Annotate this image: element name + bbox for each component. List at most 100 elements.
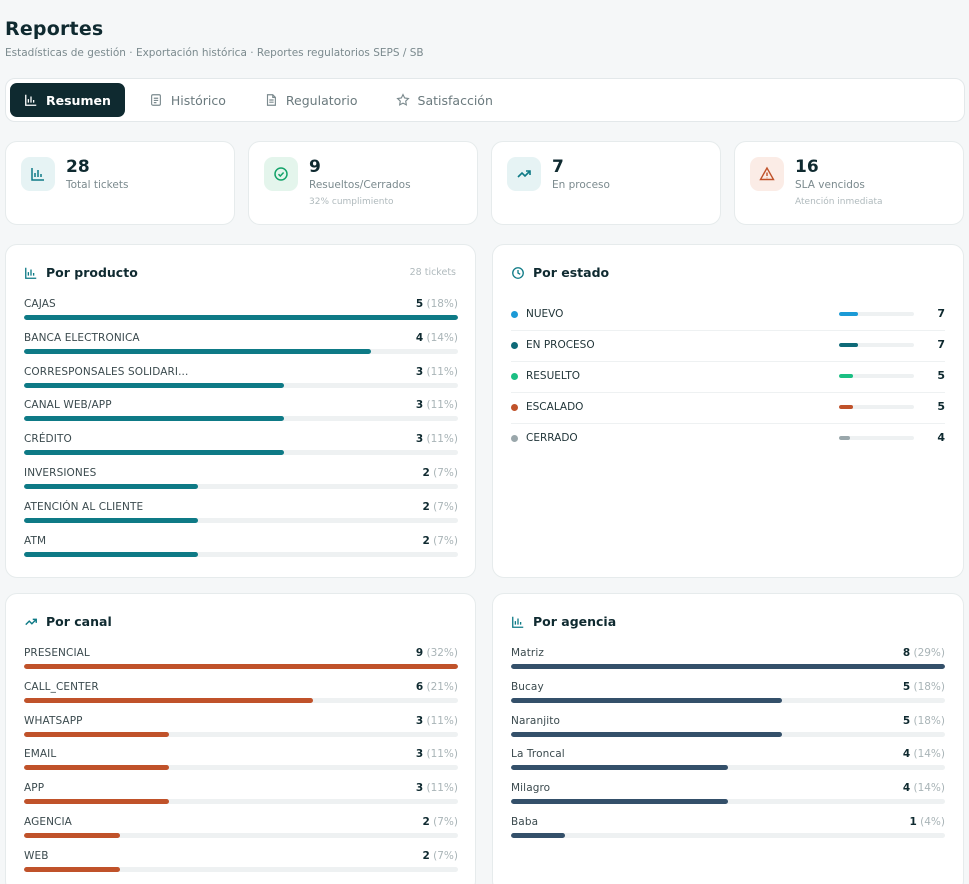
tab-label: Resumen [46,92,111,108]
bar-row: ATENCIÓN AL CLIENTE 2 (7%) [24,501,458,535]
stat-label: SLA vencidos [795,179,865,191]
bar-fill [24,348,372,354]
bar-track [24,517,458,523]
panel-title: Por canal [46,614,112,629]
tab-label: Histórico [170,92,226,108]
bar-percent: (14%) [426,331,458,344]
bar-track [24,483,458,489]
bar-label: EMAIL [24,748,57,761]
bar-count: 1 [909,815,917,828]
bar-percent: (7%) [433,466,458,479]
bar-row: CALL_CENTER 6 (21%) [24,681,458,715]
bar-fill [24,450,285,456]
bar-value: 4 (14%) [416,332,458,344]
bar-value: 3 (11%) [416,748,458,760]
bar-percent: (18%) [426,298,458,310]
bar-row: AGENCIA 2 (7%) [24,816,458,850]
trending-up-icon [517,170,531,178]
report-tabs: Resumen Histórico Regulatorio Satisfacci… [5,78,965,122]
status-count: 7 [937,307,945,320]
bar-track [511,765,945,771]
stat-label: En proceso [552,179,610,191]
bar-row: CORRESPONSALES SOLIDARI... 3 (11%) [24,366,458,400]
bar-value: 5 (18%) [903,681,945,693]
status-count: 5 [937,400,945,413]
bar-value: 3 (11%) [416,366,458,378]
bar-track [24,866,458,872]
status-fill [839,312,858,316]
status-fill [839,436,850,440]
bar-value: 4 (14%) [903,748,945,760]
bar-value: 3 (11%) [416,399,458,411]
panel-por-producto: Por producto 28 tickets CAJAS 5 (18%) BANC… [5,244,476,578]
page-subtitle: Estadísticas de gestión · Exportación hi… [5,47,424,59]
bar-row: BANCA ELECTRONICA 4 (14%) [24,332,458,366]
bar-fill [24,832,121,838]
bar-value: 1 (4%) [909,816,945,828]
bar-percent: (32%) [426,647,458,659]
bar-track [24,551,458,557]
tab-label: Satisfacción [417,92,493,108]
bar-fill [24,664,458,669]
status-dot [511,435,518,442]
bar-value: 2 (7%) [422,501,458,513]
bar-fill [24,799,169,805]
bar-track [511,697,945,703]
bar-track [24,799,458,805]
bar-percent: (7%) [433,849,458,862]
status-label: ESCALADO [526,401,584,413]
tab-label: Regulatorio [285,92,358,108]
bar-value: 9 (32%) [416,647,458,659]
bar-fill [24,416,285,422]
bar-percent: (7%) [433,500,458,513]
stat-label: Resueltos/Cerrados [309,179,411,191]
panel-por-estado: Por estado NUEVO 7 EN PROCESO 7 RESUELTO 5 ESC… [492,244,964,578]
bar-track [24,731,458,737]
bar-fill [24,483,198,489]
bar-label: CRÉDITO [24,433,72,446]
panel-header: Por canal [24,614,112,629]
bar-value: 3 (11%) [416,782,458,794]
bar-count: 3 [415,399,424,412]
bar-fill [511,697,783,703]
bar-fill [24,315,458,320]
bar-row: Matriz 8 (29%) [511,647,945,681]
panel-header: Por estado [511,265,609,280]
bar-value: 4 (14%) [903,782,945,794]
tab-resumen[interactable]: Resumen [10,83,125,117]
bar-count: 3 [415,714,424,727]
bar-percent: (14%) [913,748,945,761]
status-track [839,312,914,316]
stat-card-resueltos: 9 Resueltos/Cerrados 32% cumplimiento [248,141,478,225]
bar-track [511,832,945,838]
tab-regulatorio[interactable]: Regulatorio [250,83,372,117]
bar-track [511,731,945,737]
status-row: RESUELTO 5 [511,362,945,393]
status-track [839,436,914,440]
bar-chart-icon [512,616,524,628]
bar-percent: (4%) [920,815,945,828]
bar-label: CANAL WEB/APP [24,399,112,412]
bar-chart-icon [25,267,37,279]
clock-icon [512,266,524,279]
bar-row: APP 3 (11%) [24,782,458,816]
status-row: CERRADO 4 [511,424,945,455]
status-fill [839,374,853,378]
bar-count: 2 [422,466,430,479]
bar-count: 4 [902,782,911,795]
bar-count: 5 [415,298,424,310]
bar-count: 2 [422,534,430,547]
bar-chart-icon [25,94,37,106]
bar-label: ATM [24,534,47,547]
bar-percent: (11%) [426,365,458,378]
bar-fill [511,832,566,838]
bar-value: 8 (29%) [903,647,945,659]
tab-satisfaccion[interactable]: Satisfacción [382,83,507,117]
bar-label: La Troncal [511,748,565,761]
status-dot [511,311,518,318]
bar-value: 5 (18%) [903,715,945,727]
bar-label: Baba [511,815,539,828]
tab-historico[interactable]: Histórico [135,83,240,117]
bar-fill [511,664,945,669]
status-fill [839,343,858,347]
